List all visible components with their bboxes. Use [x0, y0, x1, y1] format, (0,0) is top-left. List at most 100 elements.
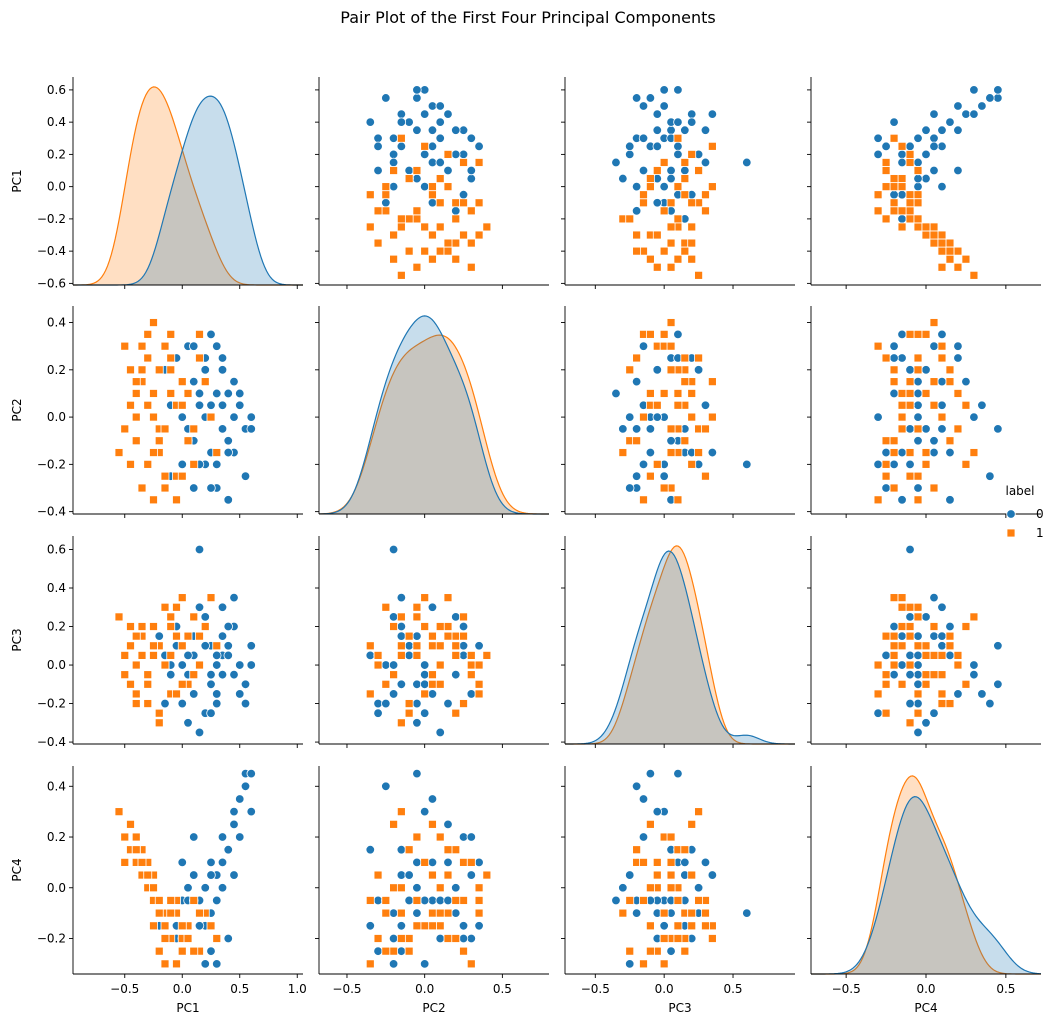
point-label-1-49: [666, 222, 676, 232]
point-label-0-17: [223, 495, 233, 505]
point-label-1-14: [126, 365, 135, 375]
point-label-0-48: [194, 921, 205, 931]
point-label-1-20: [365, 896, 375, 905]
point-label-0-9: [969, 660, 979, 670]
point-label-0-5: [474, 857, 484, 868]
point-label-0-21: [881, 447, 891, 458]
point-label-1-37: [172, 495, 181, 505]
point-label-1-48: [680, 845, 690, 855]
y-tick-label: 0.0: [47, 180, 66, 194]
point-label-1-19: [639, 857, 648, 867]
point-label-1-22: [435, 679, 445, 689]
point-label-1-47: [645, 946, 655, 956]
point-label-1-12: [443, 182, 453, 192]
point-label-1-48: [443, 631, 453, 641]
point-label-1-40: [913, 214, 923, 224]
point-label-1-15: [905, 190, 915, 200]
point-label-1-9: [687, 222, 697, 232]
point-label-0-25: [166, 669, 176, 680]
point-label-1-11: [929, 483, 939, 493]
point-label-1-30: [889, 660, 899, 670]
point-label-1-32: [632, 845, 642, 855]
x-axis-label-PC3: PC3: [668, 1001, 691, 1015]
point-label-0-7: [388, 612, 399, 622]
point-label-1-28: [921, 230, 931, 240]
point-label-1-10: [474, 689, 484, 699]
panel-PC1-vs-PC4: [807, 77, 1041, 289]
point-label-0-33: [435, 157, 445, 168]
point-label-0-17: [365, 117, 375, 127]
point-label-1-18: [913, 166, 923, 175]
point-label-0-29: [373, 165, 383, 176]
point-label-1-4: [632, 230, 642, 240]
point-label-0-16: [419, 708, 430, 718]
point-label-0-38: [666, 173, 676, 184]
point-label-1-12: [889, 182, 899, 192]
point-label-1-14: [945, 641, 955, 651]
point-label-1-12: [889, 377, 899, 387]
point-label-1-29: [673, 921, 683, 931]
point-label-1-43: [412, 921, 422, 931]
point-label-1-46: [905, 198, 915, 208]
point-label-1-4: [937, 699, 947, 708]
point-label-1-48: [945, 246, 955, 256]
point-label-1-41: [126, 459, 135, 469]
point-label-1-7: [381, 908, 391, 918]
point-label-0-47: [206, 483, 216, 493]
point-label-1-19: [420, 246, 430, 256]
point-label-1-12: [707, 934, 717, 943]
point-label-1-34: [189, 459, 199, 469]
point-label-1-38: [666, 238, 676, 248]
y-tick-label: 0.0: [47, 881, 66, 895]
point-label-1-9: [897, 622, 907, 631]
point-label-1-41: [687, 459, 697, 469]
point-label-0-41: [412, 768, 422, 779]
point-label-1-26: [666, 832, 676, 842]
x-tick-label: 0.0: [916, 982, 935, 996]
point-label-1-11: [373, 651, 383, 660]
point-label-0-45: [652, 109, 662, 119]
point-label-0-8: [652, 125, 662, 135]
point-label-1-22: [897, 389, 907, 398]
point-label-1-48: [131, 377, 141, 387]
point-label-1-23: [137, 622, 147, 631]
kde-fill-PC3-label-0: [565, 551, 795, 744]
point-label-1-10: [639, 198, 648, 208]
point-label-0-28: [381, 698, 391, 709]
point-label-1-27: [913, 190, 923, 200]
point-label-1-18: [412, 612, 422, 622]
point-label-0-7: [905, 612, 915, 622]
point-label-0-42: [412, 698, 422, 709]
point-label-1-48: [680, 246, 690, 256]
point-label-1-9: [420, 622, 430, 631]
point-label-1-38: [466, 857, 476, 867]
point-label-1-34: [389, 670, 398, 680]
point-label-0-3: [458, 125, 469, 135]
point-label-1-43: [160, 424, 170, 434]
point-label-0-6: [235, 794, 245, 804]
point-label-0-25: [652, 198, 662, 208]
panel-PC1-vs-PC2: [315, 77, 549, 289]
point-label-0-1: [435, 117, 445, 127]
point-label-0-7: [388, 149, 399, 160]
point-label-0-9: [969, 85, 979, 95]
point-label-1-45: [396, 934, 406, 943]
point-label-1-14: [451, 254, 461, 264]
point-label-1-23: [443, 238, 453, 248]
kde-line-PC2-label-0: [318, 315, 549, 515]
point-label-0-12: [889, 341, 899, 351]
point-label-0-18: [212, 388, 222, 399]
point-label-0-36: [458, 933, 469, 944]
point-label-0-24: [905, 459, 915, 470]
point-label-1-18: [189, 612, 199, 622]
point-label-1-28: [645, 883, 655, 893]
point-label-1-41: [687, 819, 697, 829]
point-label-1-32: [131, 699, 141, 708]
point-label-0-38: [404, 650, 414, 661]
point-label-1-38: [937, 341, 947, 351]
point-label-0-43: [700, 857, 711, 868]
point-label-1-6: [435, 832, 445, 842]
point-label-0-33: [194, 727, 205, 738]
point-label-0-16: [419, 959, 430, 969]
point-label-0-40: [451, 149, 461, 160]
